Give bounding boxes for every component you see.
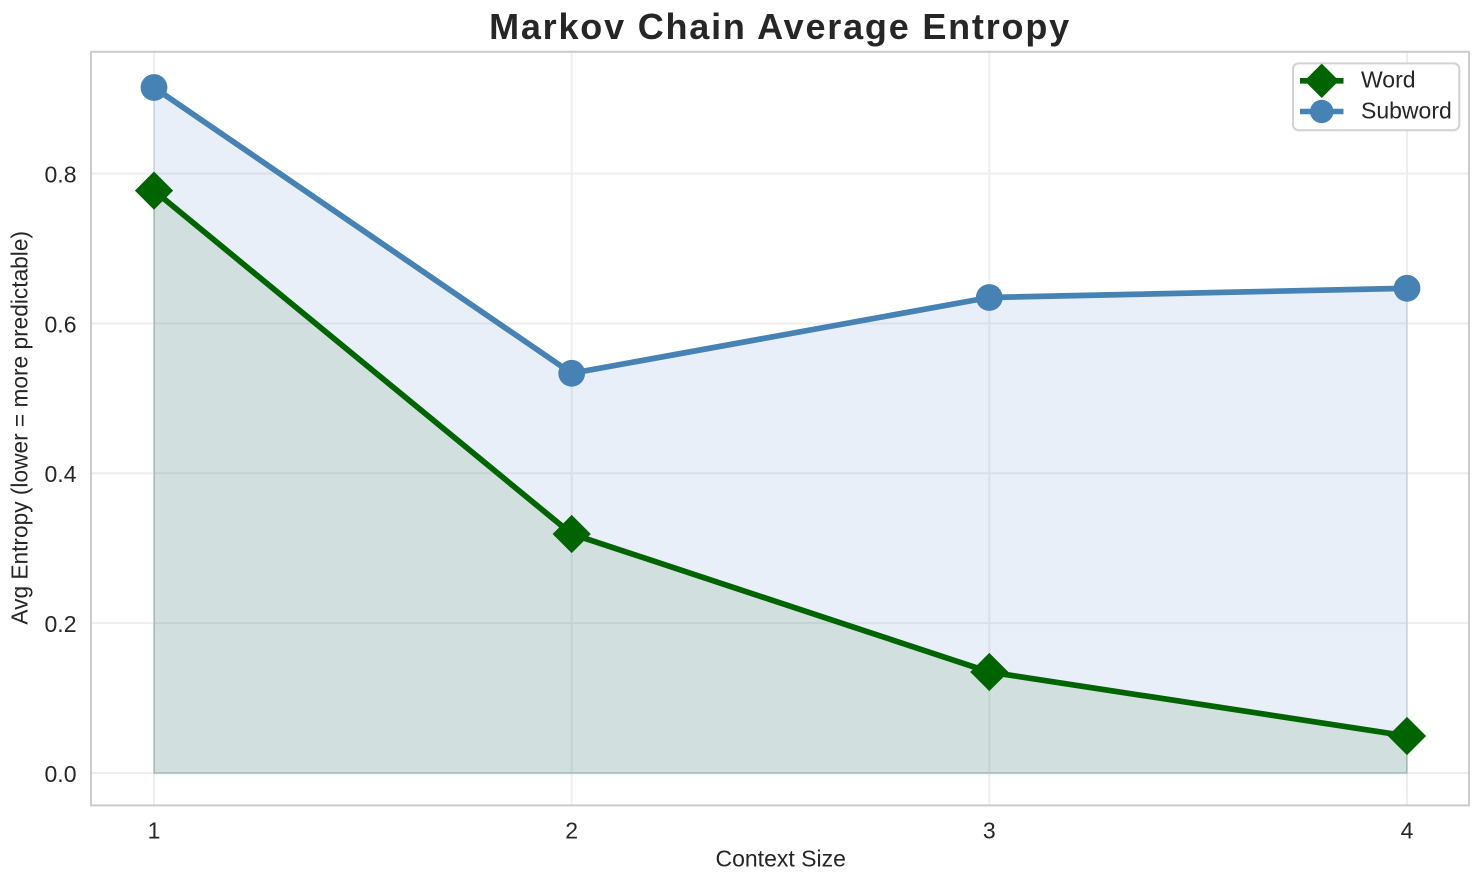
svg-text:Word: Word [1361, 67, 1416, 93]
svg-text:0.0: 0.0 [45, 761, 77, 787]
svg-text:Context Size: Context Size [715, 846, 845, 872]
svg-text:0.8: 0.8 [45, 161, 77, 187]
svg-text:4: 4 [1401, 818, 1414, 844]
svg-text:3: 3 [983, 818, 996, 844]
svg-text:1: 1 [148, 818, 161, 844]
svg-text:2: 2 [565, 818, 578, 844]
svg-text:0.6: 0.6 [45, 311, 77, 337]
svg-text:0.4: 0.4 [45, 461, 77, 487]
svg-text:Avg Entropy (lower = more pred: Avg Entropy (lower = more predictable) [7, 231, 33, 625]
svg-text:Subword: Subword [1361, 98, 1452, 124]
svg-text:Markov Chain Average Entropy: Markov Chain Average Entropy [489, 6, 1071, 47]
svg-text:0.2: 0.2 [45, 611, 77, 637]
